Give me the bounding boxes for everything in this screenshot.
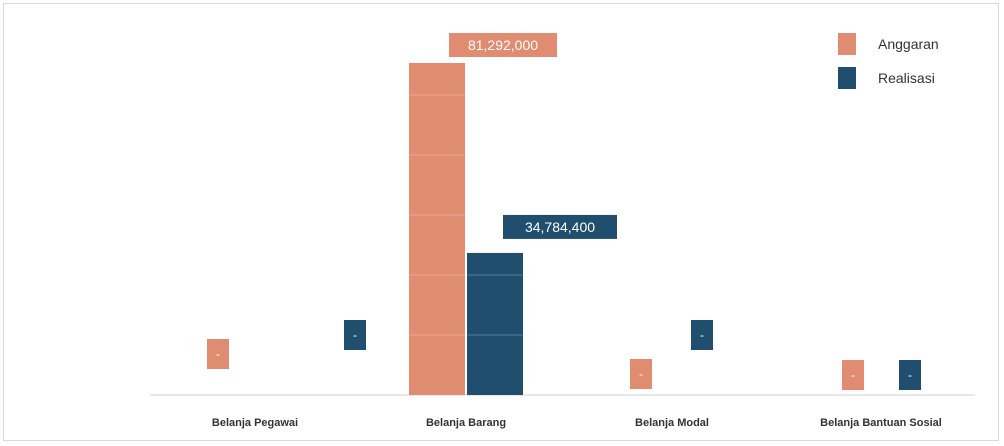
legend-swatch-anggaran <box>838 33 856 55</box>
legend-swatch-realisasi <box>838 67 856 89</box>
data-label-anggaran-belanja-barang: 81,292,000 <box>468 37 538 53</box>
data-label-realisasi-belanja-pegawai: - <box>353 328 357 342</box>
category-labels: Belanja Pegawai Belanja Barang Belanja Mod… <box>212 417 942 429</box>
data-label-anggaran-belanja-bantuan-sosial: - <box>851 368 855 382</box>
legend-label-realisasi: Realisasi <box>878 70 935 86</box>
zero-marker-anggaran-belanja-bantuan-sosial <box>842 360 864 390</box>
zero-marker-realisasi-belanja-bantuan-sosial <box>899 360 921 390</box>
data-label-anggaran-belanja-pegawai: - <box>216 347 220 361</box>
category-label-belanja-modal: Belanja Modal <box>635 417 709 429</box>
zero-marker-realisasi-belanja-modal <box>691 320 713 350</box>
bar-realisasi-belanja-barang <box>467 252 523 395</box>
zero-marker-anggaran-belanja-pegawai <box>207 339 229 369</box>
data-label-realisasi-belanja-bantuan-sosial: - <box>908 368 912 382</box>
zero-marker-anggaran-belanja-modal <box>630 359 652 389</box>
legend-label-anggaran: Anggaran <box>878 36 939 52</box>
data-label-box-anggaran-belanja-barang <box>449 33 557 57</box>
data-label-anggaran-belanja-modal: - <box>639 367 643 381</box>
data-label-realisasi-belanja-barang: 34,784,400 <box>525 219 595 235</box>
category-label-belanja-barang: Belanja Barang <box>426 417 506 429</box>
data-label-box-realisasi-belanja-barang <box>503 214 617 239</box>
category-label-belanja-bantuan-sosial: Belanja Bantuan Sosial <box>820 417 942 429</box>
bar-anggaran-belanja-barang <box>409 63 465 395</box>
chart-frame <box>3 3 999 441</box>
category-label-belanja-pegawai: Belanja Pegawai <box>212 417 298 429</box>
bars-layer: - - 81,292,000 34,784,400 - - - - <box>207 33 921 395</box>
legend: Anggaran Realisasi <box>838 33 939 89</box>
data-label-realisasi-belanja-modal: - <box>700 328 704 342</box>
zero-marker-realisasi-belanja-pegawai <box>344 320 366 350</box>
